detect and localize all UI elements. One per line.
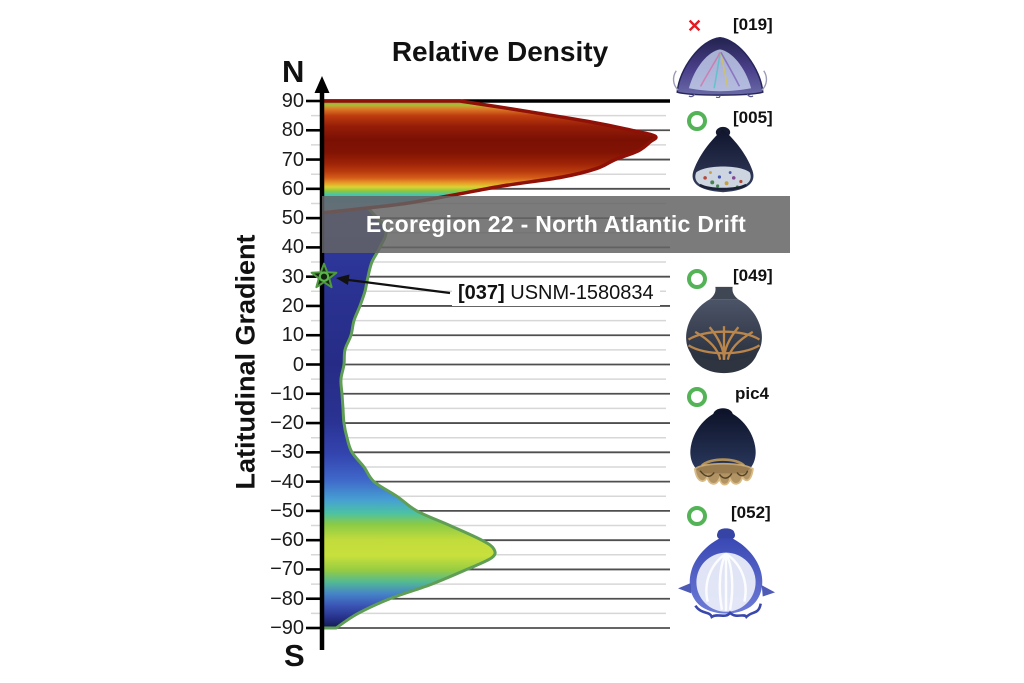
tick-label-−20: −20 <box>270 412 304 435</box>
tick-label-20: 20 <box>281 294 304 317</box>
specimen-id: [037] <box>458 282 505 304</box>
tick-label-40: 40 <box>281 236 304 259</box>
tick-label-70: 70 <box>281 148 304 171</box>
specimen-star-marker[interactable] <box>310 262 338 289</box>
specimen-image-pic4[interactable] <box>679 404 767 495</box>
north-pole-label: N <box>282 54 305 89</box>
tick-label-−40: −40 <box>270 470 304 493</box>
specimen-catalog-number: USNM-1580834 <box>510 282 654 304</box>
tick-label-80: 80 <box>281 119 304 142</box>
ecoregion-banner: Ecoregion 22 - North Atlantic Drift <box>322 196 790 253</box>
chart-title: Relative Density <box>391 36 609 67</box>
species-label: [019] <box>733 15 773 34</box>
specimen-image-005[interactable] <box>678 126 768 199</box>
tick-label-30: 30 <box>281 265 304 288</box>
accept-circle-icon[interactable] <box>687 387 707 407</box>
axis-arrowhead-icon <box>314 76 330 93</box>
accept-circle-icon[interactable] <box>687 506 707 526</box>
specimen-callout[interactable]: [037] USNM-1580834 <box>452 281 660 306</box>
tick-label-10: 10 <box>281 324 304 347</box>
tick-label-90: 90 <box>281 90 304 112</box>
reject-x-icon[interactable]: ✕ <box>687 16 703 36</box>
species-label: [052] <box>731 503 771 522</box>
tick-label-−30: −30 <box>270 441 304 464</box>
tick-label-−90: −90 <box>270 617 304 639</box>
accept-circle-icon[interactable] <box>687 269 707 289</box>
south-pole-label: S <box>284 638 305 673</box>
tick-label-−50: −50 <box>270 499 304 522</box>
specimen-image-049[interactable] <box>676 284 772 381</box>
tick-label-−70: −70 <box>270 558 304 581</box>
species-label: [049] <box>733 266 773 285</box>
tick-label-0: 0 <box>292 353 304 376</box>
species-label: [005] <box>733 108 773 127</box>
tick-label-60: 60 <box>281 177 304 200</box>
specimen-image-019[interactable] <box>671 28 769 103</box>
accept-circle-icon[interactable] <box>687 111 707 131</box>
tick-label-50: 50 <box>281 207 304 230</box>
tick-label-−10: −10 <box>270 382 304 405</box>
latitude-axis <box>306 76 330 650</box>
tick-label-−60: −60 <box>270 529 304 552</box>
tick-label-−80: −80 <box>270 587 304 610</box>
specimen-image-052[interactable] <box>670 524 782 627</box>
ecoregion-banner-label: Ecoregion 22 - North Atlantic Drift <box>365 210 747 237</box>
annotation-arrow-icon <box>336 274 451 295</box>
species-label: pic4 <box>735 384 770 403</box>
